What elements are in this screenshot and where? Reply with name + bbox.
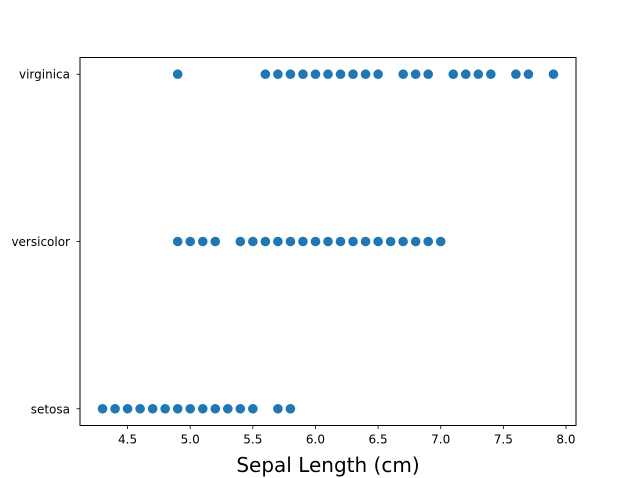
data-point-setosa [110,403,120,414]
data-point-virginica [260,69,271,80]
data-point-setosa [97,403,108,414]
y-tick-label-setosa: setosa [31,402,70,416]
y-tick-label-versicolor: versicolor [11,235,70,249]
data-point-virginica [373,69,383,80]
data-point-versicolor [373,236,383,247]
data-point-versicolor [235,236,246,247]
data-point-virginica [486,69,496,80]
data-point-versicolor [172,236,183,247]
data-point-setosa [210,403,221,414]
data-points [97,69,559,414]
data-point-setosa [122,403,133,414]
x-tick-label: 7.0 [431,433,450,447]
data-point-setosa [222,403,233,414]
data-point-virginica [348,69,358,80]
data-point-virginica [298,69,308,80]
x-tick-label: 7.5 [494,433,513,447]
x-tick-label: 6.0 [306,433,325,447]
data-point-versicolor [260,236,271,247]
data-point-virginica [548,69,559,80]
data-point-virginica [448,69,459,80]
data-point-versicolor [323,236,333,247]
data-point-versicolor [185,236,196,247]
x-tick-label: 5.0 [181,433,200,447]
data-point-virginica [523,69,534,80]
data-point-virginica [310,69,321,80]
data-point-setosa [147,403,158,414]
data-point-virginica [323,69,333,80]
data-point-setosa [235,403,246,414]
y-tick-label-virginica: virginica [19,68,70,82]
data-point-versicolor [435,236,446,247]
y-axis-ticks: setosa versicolor virginica [11,68,80,416]
plot-area-frame [79,57,577,426]
data-point-versicolor [423,236,434,247]
data-point-virginica [285,69,296,80]
data-point-versicolor [248,236,258,247]
data-point-versicolor [298,236,308,247]
data-point-versicolor [360,236,371,247]
x-axis-ticks: 4.5 5.0 5.5 6.0 6.5 7.0 7.5 8.0 [118,425,576,447]
data-point-setosa [248,403,258,414]
data-point-virginica [511,69,521,80]
x-tick-label: 8.0 [556,433,575,447]
x-axis-label: Sepal Length (cm) [236,453,419,477]
data-point-versicolor [348,236,358,247]
data-point-versicolor [210,236,221,247]
data-point-setosa [273,403,283,414]
x-tick-label: 5.5 [243,433,262,447]
x-tick-label: 4.5 [118,433,137,447]
x-tick-label: 6.5 [369,433,388,447]
data-point-versicolor [398,236,408,247]
data-point-versicolor [310,236,321,247]
data-point-virginica [360,69,371,80]
data-point-versicolor [385,236,396,247]
data-point-virginica [273,69,283,80]
data-point-virginica [473,69,484,80]
data-point-virginica [398,69,408,80]
data-point-virginica [335,69,346,80]
data-point-versicolor [285,236,296,247]
data-point-versicolor [197,236,208,247]
data-point-virginica [410,69,421,80]
data-point-setosa [197,403,208,414]
data-point-setosa [135,403,145,414]
data-point-versicolor [273,236,283,247]
data-point-setosa [172,403,183,414]
data-point-versicolor [335,236,346,247]
data-point-setosa [285,403,296,414]
data-point-virginica [172,69,183,80]
data-point-virginica [460,69,471,80]
data-point-setosa [160,403,170,414]
data-point-virginica [423,69,434,80]
data-point-setosa [185,403,196,414]
data-point-versicolor [410,236,421,247]
